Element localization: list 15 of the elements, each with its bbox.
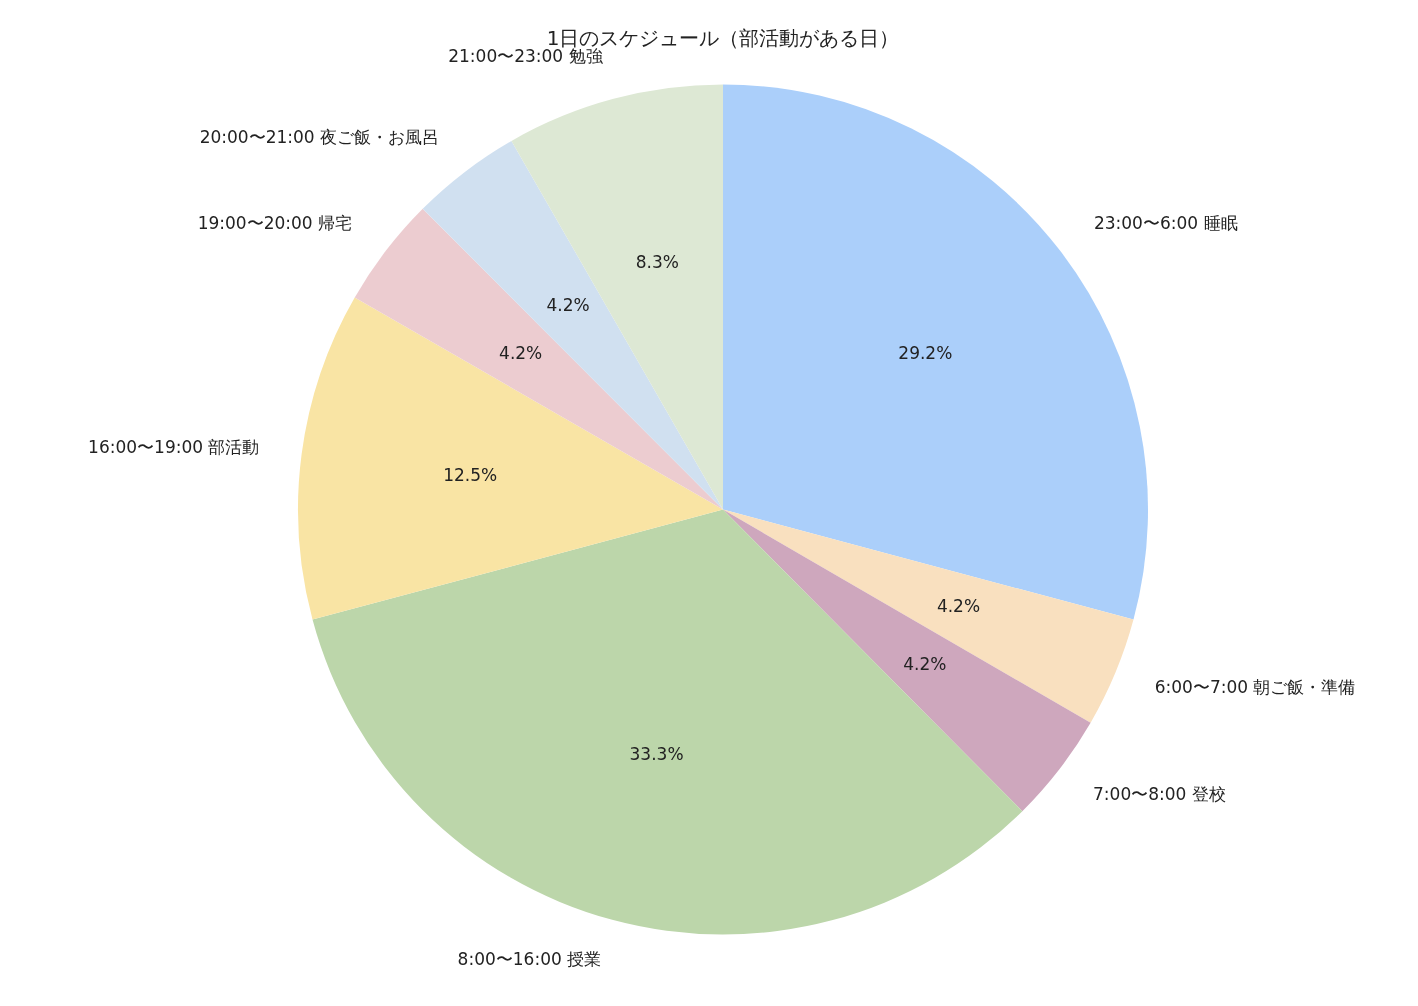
data-label: 4.2% [499, 342, 543, 363]
data-label: 12.5% [443, 464, 498, 485]
slice-label: 19:00〜20:00 帰宅 [197, 213, 353, 234]
slice-label: 6:00〜7:00 朝ご飯・準備 [1154, 677, 1356, 698]
slice-label: 8:00〜16:00 授業 [457, 949, 602, 970]
slice-label: 7:00〜8:00 登校 [1093, 783, 1226, 804]
slice-label: 16:00〜19:00 部活動 [88, 437, 260, 458]
data-label: 4.2% [936, 595, 981, 616]
data-label: 4.2% [546, 295, 590, 316]
data-label: 29.2% [898, 342, 953, 363]
data-label: 4.2% [903, 653, 947, 674]
slice-label: 20:00〜21:00 夜ご飯・お風呂 [199, 126, 440, 147]
slice-label: 23:00〜6:00 睡眠 [1093, 213, 1238, 234]
data-label: 8.3% [635, 251, 679, 272]
data-label: 33.3% [629, 744, 684, 765]
